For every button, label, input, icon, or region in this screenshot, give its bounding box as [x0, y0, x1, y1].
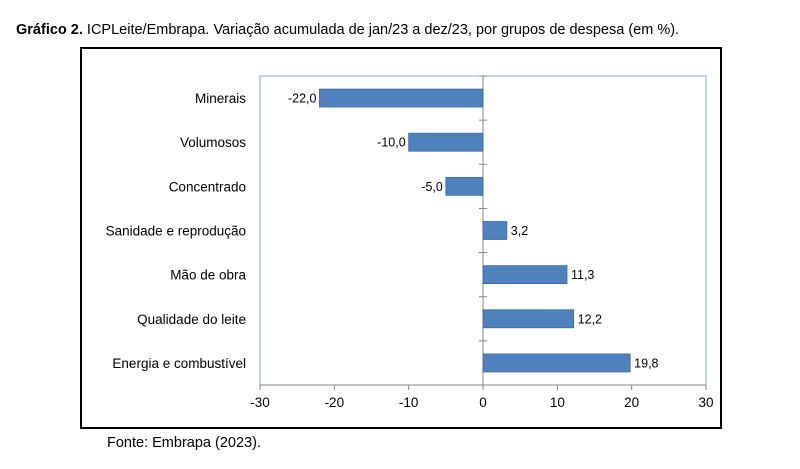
- chart-source: Fonte: Embrapa (2023).: [107, 435, 261, 451]
- bar-chart: -30 -20 -10 0 10 20 30 Minerais -22,0 Volumosos -1…: [106, 75, 714, 410]
- category-label: Volumosos: [180, 135, 246, 150]
- data-label: 11,3: [571, 268, 594, 282]
- data-label: 3,2: [511, 224, 528, 238]
- chart-title: Gráfico 2. ICPLeite/Embrapa. Variação ac…: [16, 22, 679, 38]
- bar: [408, 132, 484, 152]
- bar: [445, 176, 484, 196]
- bar: [482, 265, 568, 285]
- data-label: 19,8: [634, 356, 658, 370]
- category-label: Minerais: [195, 91, 246, 106]
- bar: [482, 221, 508, 240]
- bar: [482, 309, 575, 329]
- category-label: Concentrado: [169, 179, 246, 194]
- chart-title-prefix: Gráfico 2.: [16, 22, 83, 38]
- data-label: -22,0: [288, 92, 317, 106]
- x-tick-label: 0: [479, 395, 487, 410]
- bar: [319, 88, 484, 108]
- x-tick-label: -30: [250, 395, 270, 410]
- chart-title-text: ICPLeite/Embrapa. Variação acumulada de …: [86, 22, 680, 38]
- x-tick-label: 20: [624, 395, 639, 410]
- category-label: Qualidade do leite: [137, 312, 246, 327]
- x-tick-label: 30: [698, 395, 713, 410]
- x-tick-label: -20: [325, 395, 345, 410]
- chart-frame: -30 -20 -10 0 10 20 30 Minerais -22,0 Volumosos -1…: [80, 47, 722, 429]
- bar: [482, 353, 631, 373]
- data-label: -5,0: [421, 180, 443, 194]
- category-label: Energia e combustível: [112, 356, 246, 371]
- x-tick-label: -10: [399, 395, 419, 410]
- data-label: 12,2: [578, 312, 602, 326]
- data-label: -10,0: [377, 136, 406, 150]
- x-tick-label: 10: [550, 395, 565, 410]
- category-label: Sanidade e reprodução: [106, 224, 246, 239]
- category-label: Mão de obra: [170, 268, 246, 283]
